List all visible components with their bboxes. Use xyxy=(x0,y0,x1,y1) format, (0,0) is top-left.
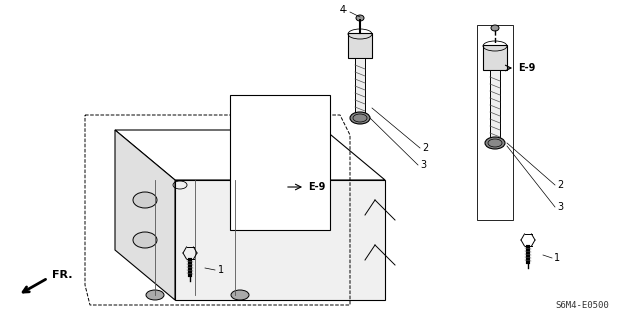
Bar xyxy=(477,25,513,220)
Text: 2: 2 xyxy=(557,180,563,190)
Text: 2: 2 xyxy=(422,143,428,153)
Polygon shape xyxy=(115,130,385,180)
Text: 1: 1 xyxy=(218,265,224,275)
Ellipse shape xyxy=(133,192,157,208)
Bar xyxy=(490,70,500,140)
Polygon shape xyxy=(175,180,385,300)
Ellipse shape xyxy=(233,161,277,179)
Ellipse shape xyxy=(491,25,499,31)
Bar xyxy=(483,45,507,70)
Ellipse shape xyxy=(356,15,364,21)
Polygon shape xyxy=(115,130,175,300)
Text: E-9: E-9 xyxy=(518,63,536,73)
Ellipse shape xyxy=(133,232,157,248)
Ellipse shape xyxy=(350,112,370,124)
Text: 1: 1 xyxy=(554,253,560,263)
Text: S6M4-E0500: S6M4-E0500 xyxy=(555,300,609,309)
Text: 4: 4 xyxy=(340,5,346,15)
Ellipse shape xyxy=(231,290,249,300)
Polygon shape xyxy=(230,95,330,230)
Text: 3: 3 xyxy=(420,160,426,170)
Bar xyxy=(355,58,365,113)
Ellipse shape xyxy=(485,137,505,149)
Bar xyxy=(348,33,372,58)
Text: E-9: E-9 xyxy=(308,182,325,192)
Ellipse shape xyxy=(146,290,164,300)
Text: 3: 3 xyxy=(557,202,563,212)
Text: FR.: FR. xyxy=(52,270,72,280)
